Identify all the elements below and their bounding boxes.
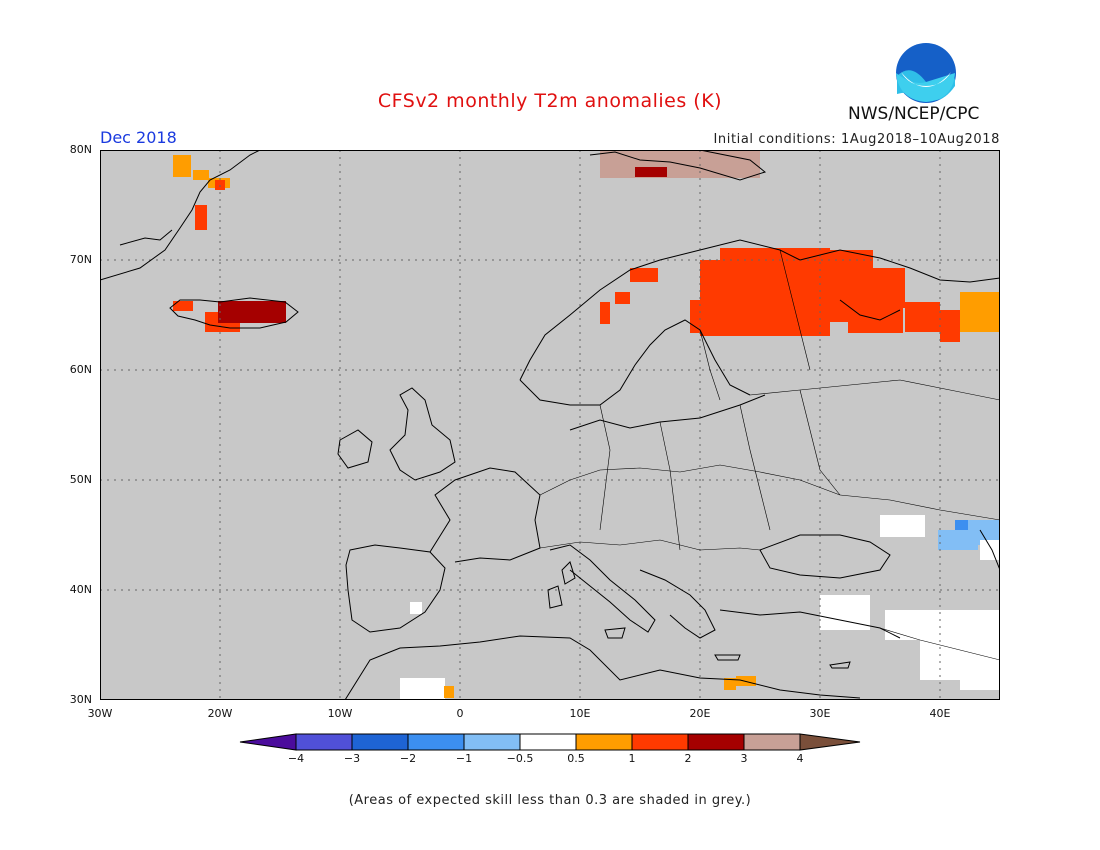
colorbar-bin bbox=[687, 733, 745, 751]
lat-label-70n: 70N bbox=[69, 253, 92, 266]
colorbar-label: −0.5 bbox=[506, 752, 534, 765]
colorbar-bin bbox=[519, 733, 577, 751]
lat-label-80n: 80N bbox=[69, 143, 92, 156]
lat-label-40n: 40N bbox=[69, 583, 92, 596]
colorbar bbox=[239, 733, 861, 751]
lon-label-20w: 20W bbox=[207, 707, 233, 720]
country-borders bbox=[539, 249, 1000, 661]
lon-label-10e: 10E bbox=[569, 707, 591, 720]
colorbar-label: 0.5 bbox=[567, 752, 585, 765]
colorbar-bin bbox=[463, 733, 521, 751]
lon-label-40e: 40E bbox=[929, 707, 951, 720]
lon-label-10w: 10W bbox=[327, 707, 353, 720]
colorbar-label: 4 bbox=[796, 752, 804, 765]
colorbar-bin bbox=[407, 733, 465, 751]
colorbar-bin bbox=[351, 733, 409, 751]
colorbar-bin bbox=[631, 733, 689, 751]
lon-label-0: 0 bbox=[456, 707, 464, 720]
lon-label-30e: 30E bbox=[809, 707, 831, 720]
colorbar-label: −1 bbox=[455, 752, 473, 765]
colorbar-arrow-high bbox=[799, 733, 861, 751]
agency-label: NWS/NCEP/CPC bbox=[848, 104, 980, 124]
coastlines bbox=[100, 150, 1000, 700]
colorbar-label: −3 bbox=[343, 752, 361, 765]
anomaly-map bbox=[100, 150, 1000, 700]
initial-conditions: Initial conditions: 1Aug2018–10Aug2018 bbox=[713, 132, 1000, 147]
colorbar-label: 1 bbox=[628, 752, 636, 765]
lon-label-30w: 30W bbox=[87, 707, 113, 720]
graticule bbox=[100, 150, 1000, 700]
colorbar-label: −2 bbox=[399, 752, 417, 765]
colorbar-bin bbox=[743, 733, 801, 751]
lon-label-20e: 20E bbox=[689, 707, 711, 720]
colorbar-bin bbox=[295, 733, 353, 751]
colorbar-arrow-low bbox=[239, 733, 297, 751]
colorbar-label: −4 bbox=[287, 752, 305, 765]
noaa-logo bbox=[896, 43, 956, 103]
lat-label-30n: 30N bbox=[69, 693, 92, 706]
forecast-period: Dec 2018 bbox=[100, 128, 177, 147]
colorbar-label: 2 bbox=[684, 752, 692, 765]
chart-title: CFSv2 monthly T2m anomalies (K) bbox=[377, 90, 723, 112]
skill-footnote: (Areas of expected skill less than 0.3 a… bbox=[348, 793, 752, 808]
lat-label-50n: 50N bbox=[69, 473, 92, 486]
colorbar-label: 3 bbox=[740, 752, 748, 765]
colorbar-bin bbox=[575, 733, 633, 751]
lat-label-60n: 60N bbox=[69, 363, 92, 376]
